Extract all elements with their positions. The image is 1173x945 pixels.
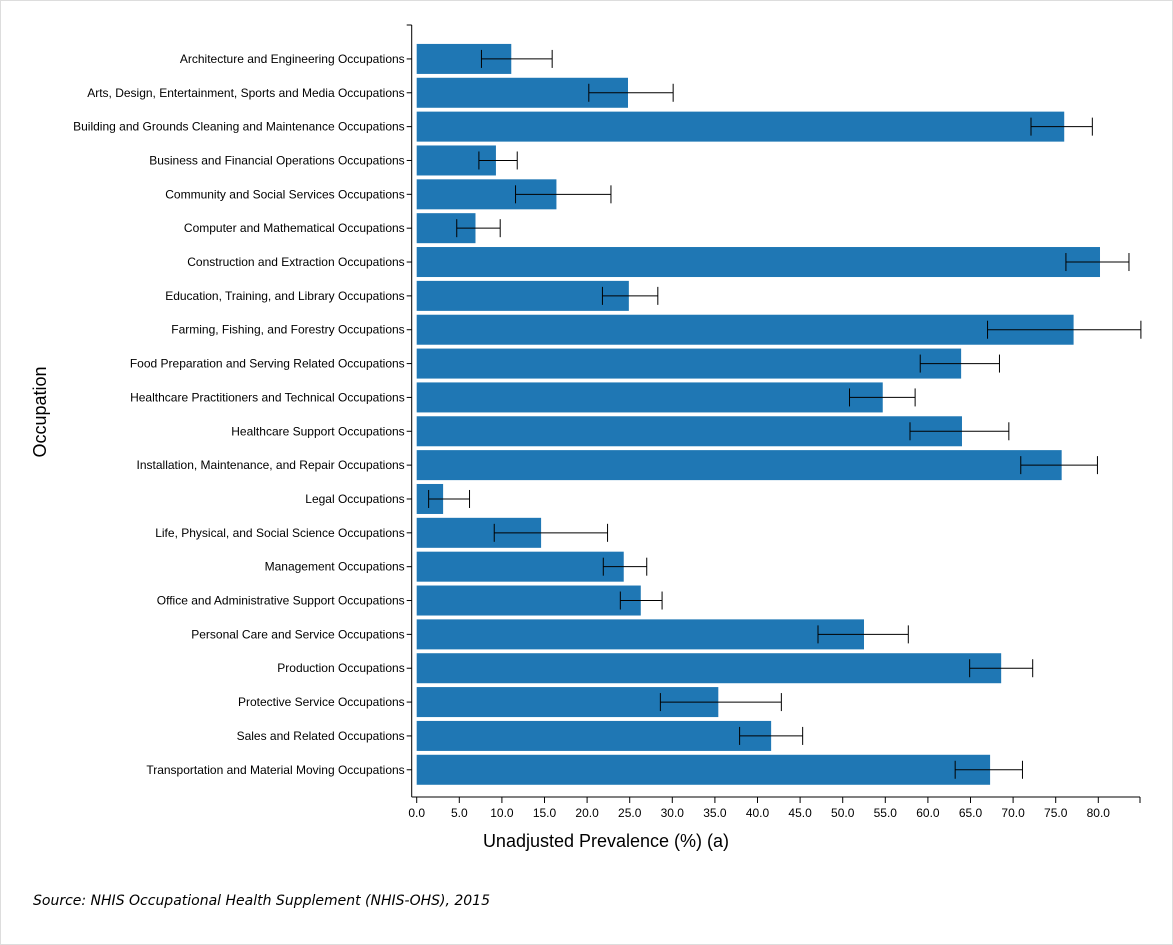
category-label: Business and Financial Operations Occupa… [149, 153, 404, 167]
x-tick-label: 50.0 [831, 806, 855, 820]
bar [416, 585, 641, 616]
category-label: Personal Care and Service Occupations [191, 627, 404, 641]
bar [416, 111, 1065, 142]
x-tick-label: 55.0 [874, 806, 898, 820]
category-label: Protective Service Occupations [238, 695, 405, 709]
bar [416, 247, 1101, 278]
x-tick-label: 45.0 [788, 806, 812, 820]
bar [416, 653, 1002, 684]
x-tick-label: 10.0 [490, 806, 514, 820]
x-tick-label: 80.0 [1087, 806, 1111, 820]
bar [416, 551, 624, 582]
x-tick-label: 15.0 [533, 806, 557, 820]
category-label: Healthcare Support Occupations [231, 424, 404, 438]
category-label: Education, Training, and Library Occupat… [165, 289, 404, 303]
category-label: Arts, Design, Entertainment, Sports and … [87, 86, 405, 100]
category-label: Computer and Mathematical Occupations [184, 221, 405, 235]
category-label: Legal Occupations [305, 492, 404, 506]
x-tick-label: 5.0 [451, 806, 468, 820]
x-tick-label: 65.0 [959, 806, 983, 820]
x-tick-label: 35.0 [703, 806, 727, 820]
category-label: Life, Physical, and Social Science Occup… [155, 526, 404, 540]
bar [416, 450, 1062, 481]
bar [416, 619, 864, 650]
x-tick-label: 60.0 [916, 806, 940, 820]
bar [416, 720, 772, 751]
bar [416, 416, 962, 447]
x-axis-title: Unadjusted Prevalence (%) (a) [483, 831, 729, 851]
x-tick-label: 70.0 [1001, 806, 1025, 820]
y-axis-title: Occupation [30, 366, 50, 457]
bar [416, 280, 629, 311]
bar [416, 754, 991, 785]
x-tick-label: 40.0 [746, 806, 770, 820]
x-tick-label: 25.0 [618, 806, 642, 820]
bars-layer [416, 43, 1101, 785]
bar [416, 382, 883, 413]
category-label: Architecture and Engineering Occupations [180, 52, 405, 66]
category-label: Community and Social Services Occupation… [165, 187, 404, 201]
category-label: Healthcare Practitioners and Technical O… [130, 390, 405, 404]
bar [416, 314, 1074, 345]
source-note: Source: NHIS Occupational Health Supplem… [33, 893, 490, 909]
category-label: Sales and Related Occupations [237, 729, 405, 743]
x-tick-label: 30.0 [661, 806, 685, 820]
category-label: Office and Administrative Support Occupa… [157, 594, 405, 608]
category-label: Construction and Extraction Occupations [187, 255, 404, 269]
category-label: Building and Grounds Cleaning and Mainte… [73, 120, 405, 134]
category-label: Installation, Maintenance, and Repair Oc… [137, 458, 405, 472]
category-label: Production Occupations [277, 661, 404, 675]
x-axis: 0.0 5.0 10.0 15.0 20.0 25.0 30.0 35.0 40.0 45.0 50… [408, 796, 1141, 820]
x-tick-label: 75.0 [1044, 806, 1068, 820]
category-label: Transportation and Material Moving Occup… [146, 763, 404, 777]
x-tick-label: 0.0 [408, 806, 425, 820]
category-label: Farming, Fishing, and Forestry Occupatio… [171, 323, 404, 337]
bar [416, 348, 962, 379]
category-label: Management Occupations [265, 560, 405, 574]
error-bars-layer [428, 49, 1142, 779]
x-tick-label: 20.0 [575, 806, 599, 820]
category-label: Food Preparation and Serving Related Occ… [130, 357, 405, 371]
y-axis: Architecture and Engineering Occupations… [73, 24, 413, 797]
